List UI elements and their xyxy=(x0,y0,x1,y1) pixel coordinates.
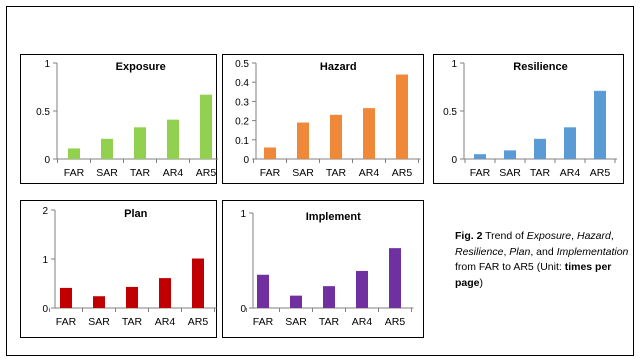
bar xyxy=(396,74,408,159)
chart-title: Hazard xyxy=(320,61,357,73)
x-tick-label: TAR xyxy=(319,316,340,328)
x-tick-label: AR5 xyxy=(392,167,413,179)
bar xyxy=(101,138,113,159)
y-tick-label: 0.5 xyxy=(36,107,50,118)
bar xyxy=(60,287,72,308)
y-tick-label: 0 xyxy=(451,155,457,166)
x-tick-label: AR4 xyxy=(560,167,581,179)
chart-title: Implement xyxy=(306,211,361,223)
bar xyxy=(134,127,146,159)
x-tick-label: FAR xyxy=(260,167,281,179)
bar xyxy=(297,122,309,159)
caption-sep: , xyxy=(571,230,577,242)
y-tick-label: 0 xyxy=(240,304,246,315)
bar xyxy=(200,94,212,159)
bar xyxy=(594,90,606,159)
bar xyxy=(356,270,368,308)
bar xyxy=(192,258,204,308)
bar xyxy=(290,295,302,308)
y-tick-label: 0.1 xyxy=(235,136,249,147)
x-tick-label: TAR xyxy=(326,167,347,179)
caption-sep: , xyxy=(610,230,614,242)
x-tick-label: SAR xyxy=(292,167,314,179)
x-tick-label: AR5 xyxy=(196,167,217,179)
x-tick-label: AR4 xyxy=(155,316,176,328)
y-tick-label: 1 xyxy=(451,59,457,70)
implement-chart: 0 1 FAR SAR TAR AR4 AR5 Implement xyxy=(222,200,424,338)
caption-text: Trend of xyxy=(482,230,527,242)
y-tick-label: 0 xyxy=(44,155,50,166)
y-tick-label: 0 xyxy=(243,155,249,166)
x-tick-label: FAR xyxy=(470,167,491,179)
exposure-chart: 0 0.5 1 FAR SAR TAR AR4 AR5 Exposure xyxy=(20,54,218,184)
caption-text: ) xyxy=(479,276,484,289)
caption-unit: times per page xyxy=(455,261,612,289)
chart-title: Resilience xyxy=(513,61,567,73)
figure-frame xyxy=(6,6,634,356)
caption-hazard: Hazard xyxy=(576,230,611,242)
chart-svg: 0 0.5 1 FAR SAR TAR AR4 AR5 Exposure xyxy=(36,59,218,179)
chart-title: Plan xyxy=(124,208,148,220)
bar xyxy=(257,274,269,308)
bar xyxy=(474,154,486,159)
plan-chart: 0 1 2 FAR SAR TAR AR4 AR5 Plan xyxy=(20,200,217,338)
x-tick-label: SAR xyxy=(499,167,521,179)
x-tick-label: FAR xyxy=(64,167,85,179)
x-tick-label: FAR xyxy=(253,316,274,328)
x-tick-label: SAR xyxy=(285,316,307,328)
y-tick-label: 2 xyxy=(42,206,48,217)
bar xyxy=(323,286,335,308)
x-tick-label: SAR xyxy=(96,167,118,179)
bar xyxy=(534,138,546,159)
hazard-chart: 0 0.1 0.2 0.3 0.4 0.5 FAR SAR TAR AR4 AR5 Hazard xyxy=(222,54,424,184)
bar xyxy=(264,147,276,159)
caption-text: , and xyxy=(530,245,557,258)
bar xyxy=(126,286,138,308)
y-tick-label: 1 xyxy=(240,209,246,220)
bar xyxy=(363,108,375,159)
caption-plan: Plan xyxy=(509,245,531,258)
bar xyxy=(159,278,171,308)
caption-text: from FAR to AR5 (Unit: xyxy=(455,261,565,273)
x-tick-label: AR5 xyxy=(188,316,209,328)
x-tick-label: AR4 xyxy=(163,167,184,179)
x-tick-label: AR4 xyxy=(359,167,380,179)
caption-resilience: Resilience xyxy=(455,245,504,258)
x-tick-label: TAR xyxy=(530,167,551,179)
bar xyxy=(504,150,516,159)
x-tick-label: SAR xyxy=(88,316,110,328)
y-tick-label: 1 xyxy=(44,59,50,70)
chart-svg: 0 1 2 FAR SAR TAR AR4 AR5 Plan xyxy=(42,206,217,328)
y-tick-label: 0.5 xyxy=(443,107,457,118)
bar xyxy=(389,248,401,308)
caption-exposure: Exposure xyxy=(526,230,572,242)
y-tick-label: 1 xyxy=(42,255,48,266)
x-tick-label: TAR xyxy=(130,167,151,179)
bar xyxy=(330,114,342,159)
caption-implementation: Implementation xyxy=(556,245,629,258)
chart-svg: 0 0.5 1 FAR SAR TAR AR4 AR5 Resilience xyxy=(443,59,617,179)
bar xyxy=(564,127,576,159)
x-tick-label: AR4 xyxy=(352,316,373,328)
bar xyxy=(167,119,179,159)
caption-fig-label: Fig. 2 xyxy=(455,230,483,242)
chart-title: Exposure xyxy=(116,61,166,73)
x-tick-label: AR5 xyxy=(385,316,406,328)
chart-svg: 0 1 FAR SAR TAR AR4 AR5 Implement xyxy=(240,209,414,328)
y-tick-label: 0.4 xyxy=(235,78,249,89)
bar xyxy=(93,296,105,308)
figure-caption: Fig. 2 Trend of Exposure, Hazard, Resili… xyxy=(455,229,633,291)
bar xyxy=(68,148,80,159)
y-tick-label: 0.2 xyxy=(235,117,249,128)
y-tick-label: 0.3 xyxy=(235,97,249,108)
resilience-chart: 0 0.5 1 FAR SAR TAR AR4 AR5 Resilience xyxy=(433,54,624,184)
x-tick-label: AR5 xyxy=(590,167,611,179)
y-tick-label: 0 xyxy=(42,304,48,315)
chart-svg: 0 0.1 0.2 0.3 0.4 0.5 FAR SAR TAR AR4 AR5 Hazard xyxy=(235,59,421,179)
caption-sep: , xyxy=(503,245,510,258)
x-tick-label: FAR xyxy=(56,316,77,328)
x-tick-label: TAR xyxy=(122,316,143,328)
y-tick-label: 0.5 xyxy=(235,59,249,70)
